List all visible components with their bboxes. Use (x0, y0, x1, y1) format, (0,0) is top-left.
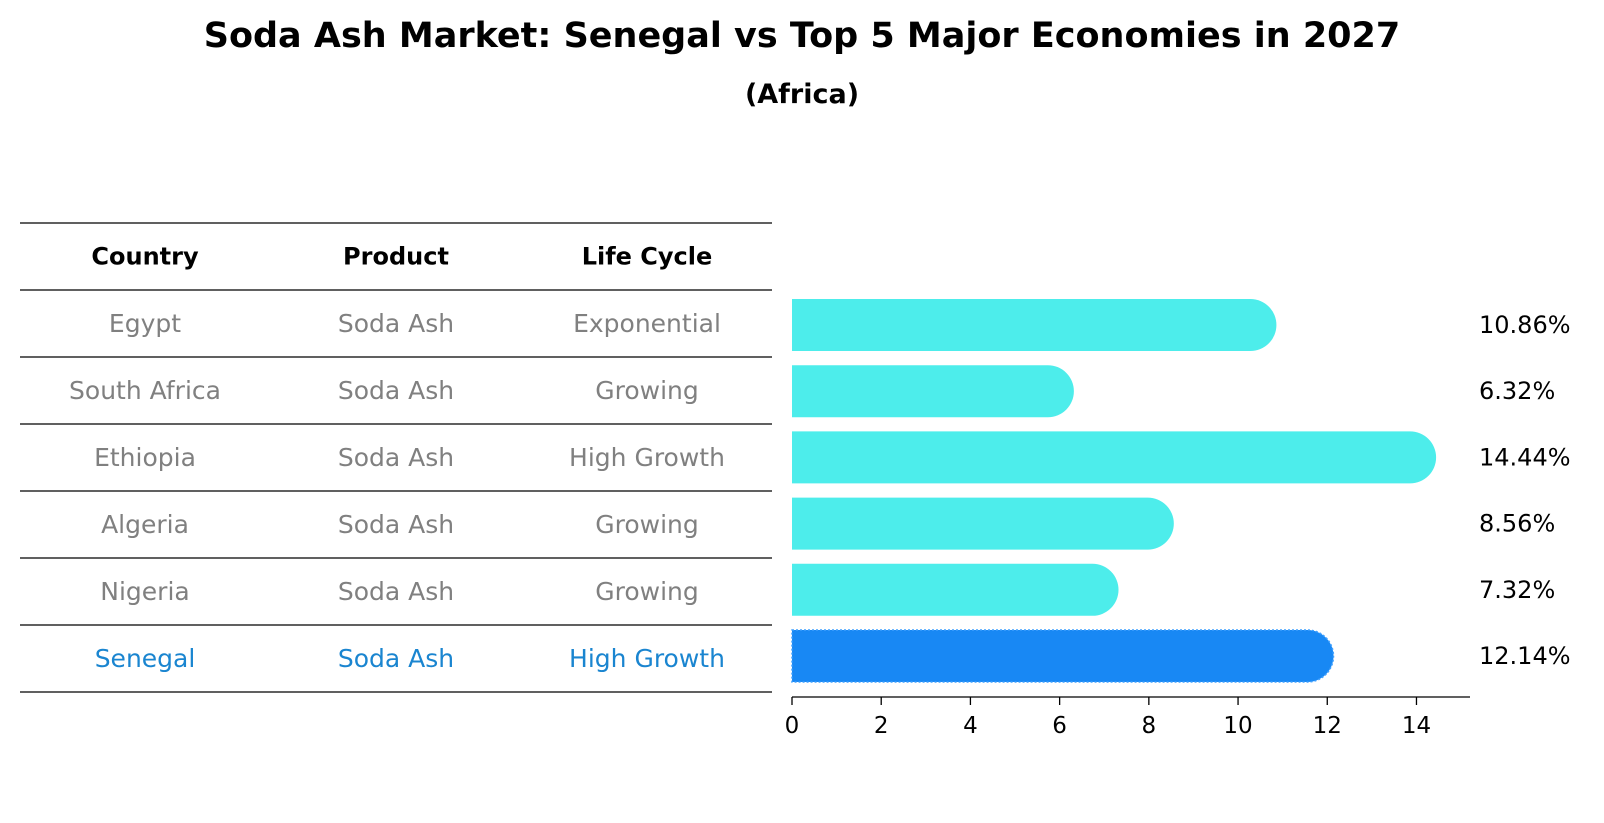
table-cell-country: South Africa (69, 376, 221, 405)
table-cell-life-cycle: Exponential (573, 309, 721, 338)
table-cell-life-cycle: High Growth (569, 644, 725, 673)
table-cell-product: Soda Ash (338, 376, 454, 405)
bar-ethiopia (792, 431, 1437, 484)
table-cell-country: Egypt (109, 309, 181, 338)
table-header-country: Country (91, 243, 199, 271)
x-tick-label: 14 (1402, 713, 1431, 739)
bar-value-label: 14.44% (1479, 443, 1571, 471)
table-cell-product: Soda Ash (338, 577, 454, 606)
table-cell-country: Nigeria (100, 577, 189, 606)
bar-egypt (792, 299, 1277, 351)
table-cell-life-cycle: Growing (595, 510, 699, 539)
table: Country Product Life Cycle Egypt Soda Ash Exp… (20, 222, 772, 693)
x-tick-label: 6 (1052, 713, 1067, 739)
table-cell-product: Soda Ash (338, 443, 454, 472)
bar-nigeria (792, 563, 1119, 616)
bar-senegal (791, 629, 1335, 683)
bar-value-label: 6.32% (1479, 377, 1555, 405)
bar-value-label: 7.32% (1479, 576, 1555, 604)
x-tick-label: 4 (963, 713, 978, 739)
table-cell-life-cycle: Growing (595, 577, 699, 606)
bar-chart: 10.86% 6.32% 14.44% 8.56% 7.32% 12.14% 0 2 4 6 8 10… (785, 299, 1571, 739)
table-cell-product: Soda Ash (338, 644, 454, 673)
bar-south-africa (792, 365, 1074, 418)
table-cell-life-cycle: Growing (595, 376, 699, 405)
table-cell-product: Soda Ash (338, 510, 454, 539)
x-tick-label: 0 (785, 713, 800, 739)
chart-subtitle: (Africa) (744, 79, 860, 110)
x-tick-label: 8 (1142, 713, 1157, 739)
bar-value-label: 8.56% (1479, 510, 1555, 538)
table-cell-country: Ethiopia (94, 443, 196, 472)
x-tick-label: 10 (1223, 713, 1252, 739)
x-tick-label: 2 (874, 713, 889, 739)
table-cell-country: Senegal (95, 644, 196, 673)
table-header-product: Product (343, 243, 449, 271)
bar-value-label: 10.86% (1479, 311, 1571, 339)
table-header-life-cycle: Life Cycle (582, 243, 713, 271)
bar-value-label: 12.14% (1479, 642, 1571, 670)
bar-algeria (792, 497, 1174, 550)
chart-title: Soda Ash Market: Senegal vs Top 5 Major … (203, 16, 1401, 56)
x-tick-label: 12 (1313, 713, 1342, 739)
table-cell-country: Algeria (101, 510, 189, 539)
table-cell-product: Soda Ash (338, 309, 454, 338)
table-cell-life-cycle: High Growth (569, 443, 725, 472)
